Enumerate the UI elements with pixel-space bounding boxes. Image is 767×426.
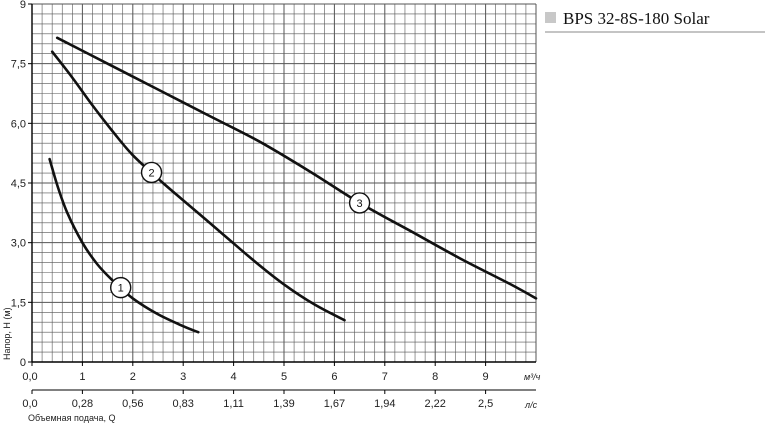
x-tick-label: 7	[382, 371, 388, 383]
x-tick-label: 6	[331, 371, 337, 383]
x2-tick-label: 0,0	[22, 398, 37, 410]
x-tick-label: 5	[281, 371, 287, 383]
curve-label-circle	[140, 161, 163, 184]
x-unit-m3h: м³/ч	[524, 372, 541, 382]
x-axis-label: Объемная подача, Q	[28, 413, 115, 423]
chart-title: BPS 32-8S-180 Solar	[563, 9, 710, 28]
curves	[48, 36, 538, 334]
x2-tick-label: 2,5	[478, 398, 493, 410]
x2-tick-label: 2,22	[424, 398, 445, 410]
x-tick-label: 0,0	[22, 371, 37, 383]
x-unit-ls: л/с	[524, 400, 538, 410]
x2-tick-label: 0,83	[172, 398, 193, 410]
curve-label-text: 2	[148, 167, 154, 179]
x2-tick-label: 1,11	[223, 398, 244, 410]
y-tick-label: 4,5	[11, 178, 26, 190]
x-tick-label: 2	[130, 371, 136, 383]
x2-tick-label: 0,28	[72, 398, 93, 410]
title-marker-square	[545, 12, 556, 23]
x2-tick-label: 1,94	[374, 398, 395, 410]
y-tick-label: 6,0	[11, 118, 26, 130]
curve-label-circle	[110, 276, 132, 299]
x-tick-label: 3	[180, 371, 186, 383]
y-tick-label: 1,5	[11, 297, 26, 309]
curve-label-text: 3	[357, 198, 363, 210]
curve-label-circle	[348, 192, 371, 214]
y-tick-label: 3,0	[11, 238, 26, 250]
x2-tick-label: 0,56	[122, 398, 143, 410]
curve-2	[50, 50, 346, 322]
y-tick-label: 0	[20, 357, 26, 369]
x-tick-label: 4	[231, 371, 237, 383]
curve-labels: 1 2 3	[110, 161, 371, 299]
y-axis-label: Напор, H (м)	[2, 307, 12, 360]
curve-3	[55, 36, 538, 300]
curve-label-text: 1	[118, 283, 124, 295]
tick-labels: 0,0 1 2 3 4 5 6 7 8 9 0,0 0,28 0,56 0,83 1,11 1,39 1,67 1…	[11, 0, 494, 410]
y-tick-label: 9	[20, 0, 26, 11]
x-tick-label: 9	[483, 371, 489, 383]
x-tick-label: 1	[79, 371, 85, 383]
x2-tick-label: 1,39	[273, 398, 294, 410]
grid	[31, 3, 537, 363]
x2-tick-label: 1,67	[324, 398, 345, 410]
y-tick-label: 7,5	[11, 59, 26, 71]
curve-1	[48, 157, 200, 334]
x-tick-label: 8	[432, 371, 438, 383]
